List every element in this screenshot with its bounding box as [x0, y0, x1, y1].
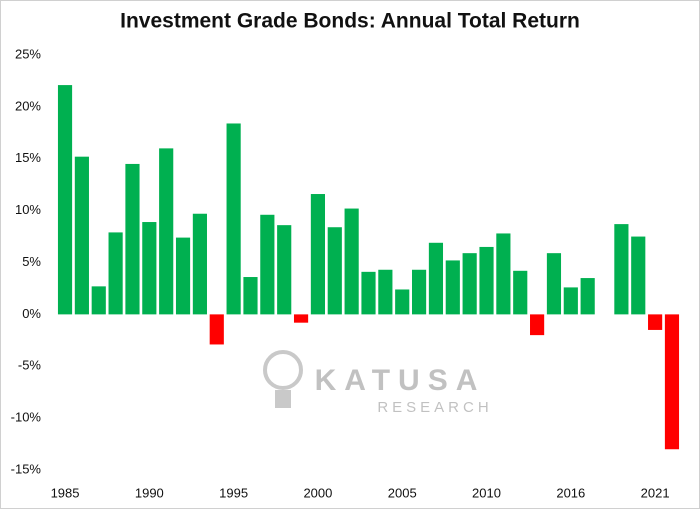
bar	[192, 213, 207, 315]
bar	[648, 314, 663, 330]
bar	[209, 314, 224, 345]
bar	[175, 237, 191, 315]
bar	[411, 269, 427, 315]
y-tick-label: -15%	[11, 461, 42, 476]
watermark-text: KATUSA	[315, 364, 486, 397]
y-tick-label: -10%	[11, 410, 42, 425]
x-tick-label: 2010	[472, 485, 501, 500]
watermark: KATUSA RESEARCH	[263, 350, 492, 416]
y-tick-label: 25%	[15, 46, 41, 61]
y-tick-label: 5%	[22, 254, 41, 269]
bar	[108, 232, 123, 315]
bar	[310, 194, 326, 315]
bar	[445, 260, 460, 315]
y-tick-label: 10%	[15, 202, 41, 217]
bar	[74, 156, 89, 315]
bar	[614, 224, 629, 315]
watermark-icon	[263, 350, 303, 390]
bar	[361, 271, 376, 315]
y-tick-label: 20%	[15, 98, 41, 113]
bar	[260, 214, 275, 315]
x-tick-label: 1990	[135, 485, 164, 500]
x-tick-label: 2021	[641, 485, 670, 500]
bar	[462, 253, 477, 315]
bar	[277, 225, 292, 315]
bar	[91, 286, 106, 315]
bar	[580, 278, 595, 315]
bar	[57, 85, 73, 315]
bar	[546, 253, 562, 315]
y-tick-label: 15%	[15, 150, 41, 165]
bar	[159, 148, 174, 315]
bar	[293, 314, 309, 323]
y-tick-label: -5%	[18, 358, 42, 373]
bar	[226, 123, 241, 315]
bar	[395, 289, 410, 315]
bar	[327, 227, 342, 315]
bar	[125, 163, 140, 315]
bar	[631, 236, 646, 315]
chart-title: Investment Grade Bonds: Annual Total Ret…	[120, 10, 580, 33]
bar	[479, 246, 494, 315]
bar	[530, 314, 545, 336]
watermark-subtext: RESEARCH	[377, 399, 492, 416]
watermark-icon-base	[275, 390, 291, 408]
x-tick-label: 2005	[388, 485, 417, 500]
bar	[513, 270, 528, 315]
x-tick-label: 1995	[219, 485, 248, 500]
x-tick-label: 1985	[51, 485, 80, 500]
bar	[496, 233, 511, 315]
x-tick-label: 2000	[303, 485, 332, 500]
bar	[243, 277, 258, 315]
bar	[378, 269, 393, 315]
bar	[344, 208, 359, 315]
y-tick-label: 0%	[22, 306, 41, 321]
bar	[563, 287, 578, 315]
bar	[664, 314, 680, 450]
bar	[142, 222, 157, 315]
bar	[428, 242, 444, 315]
x-tick-label: 2016	[556, 485, 585, 500]
